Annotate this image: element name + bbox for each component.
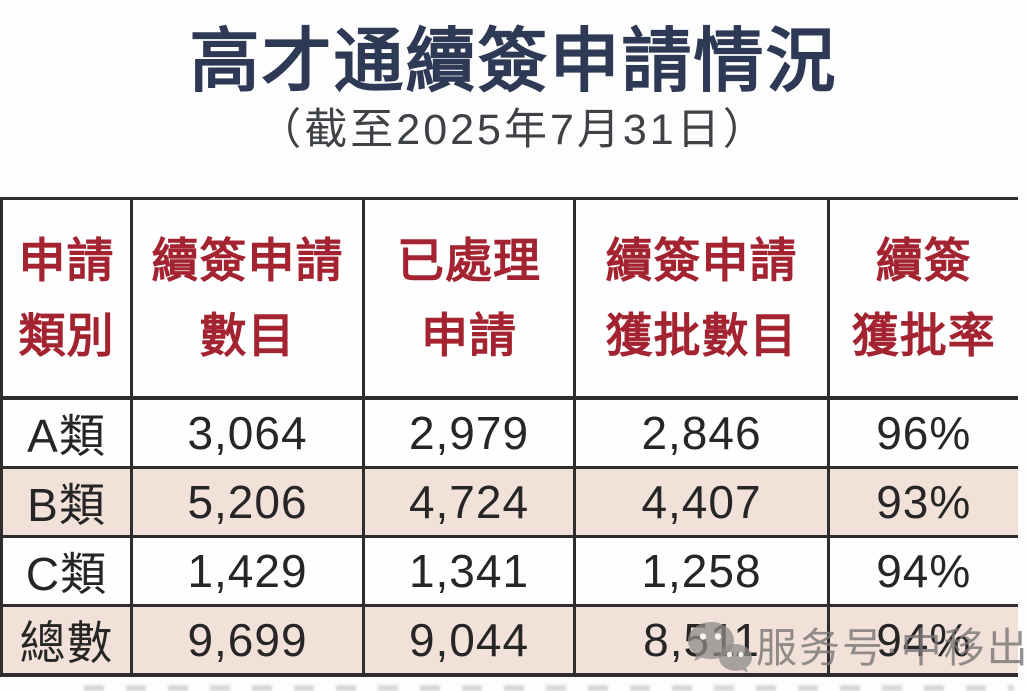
cell-total-applications: 9,699 xyxy=(130,604,365,677)
row-label-a: A類 xyxy=(0,396,133,469)
cell-c-applications: 1,429 xyxy=(130,535,365,607)
table-row-total: 總數 9,699 9,044 8,511 94% xyxy=(0,604,1018,677)
cutoff-caption-strip xyxy=(84,685,1014,691)
page-title: 高才通續簽申請情況 xyxy=(189,22,838,100)
cell-c-rate: 94% xyxy=(827,535,1018,607)
cell-c-approved: 1,258 xyxy=(573,535,830,607)
header-approved-applications: 續簽申請 獲批數目 xyxy=(573,197,830,400)
cell-a-rate: 96% xyxy=(827,396,1018,469)
table-row-category-a: A類 3,064 2,979 2,846 96% xyxy=(0,396,1018,469)
header-processed-applications: 已處理 申請 xyxy=(362,197,576,400)
cell-total-rate: 94% xyxy=(827,604,1018,677)
table-row-category-c: C類 1,429 1,341 1,258 94% xyxy=(0,535,1018,607)
cell-a-applications: 3,064 xyxy=(130,396,365,469)
cell-b-rate: 93% xyxy=(827,466,1018,538)
cell-a-processed: 2,979 xyxy=(362,396,576,469)
cell-b-applications: 5,206 xyxy=(130,466,365,538)
cell-total-processed: 9,044 xyxy=(362,604,576,677)
row-label-b: B類 xyxy=(0,466,133,538)
page-subtitle: （截至2025年7月31日） xyxy=(258,106,769,154)
header-renewal-applications: 續簽申請 數目 xyxy=(130,197,365,400)
table-row-category-b: B類 5,206 4,724 4,407 93% xyxy=(0,466,1018,538)
cell-b-processed: 4,724 xyxy=(362,466,576,538)
table-header-row: 申請 類別 續簽申請 數目 已處理 申請 續簽申請 獲批數目 續簽 獲批率 xyxy=(0,197,1018,400)
cell-c-processed: 1,341 xyxy=(362,535,576,607)
cell-a-approved: 2,846 xyxy=(573,396,830,469)
cell-total-approved: 8,511 xyxy=(573,604,830,677)
cell-b-approved: 4,407 xyxy=(573,466,830,538)
row-label-total: 總數 xyxy=(0,604,133,677)
renewal-stats-table: 申請 類別 續簽申請 數目 已處理 申請 續簽申請 獲批數目 續簽 獲批率 A類… xyxy=(0,197,1018,677)
header-approval-rate: 續簽 獲批率 xyxy=(827,197,1018,400)
header-application-category: 申請 類別 xyxy=(0,197,133,400)
row-label-c: C類 xyxy=(0,535,133,607)
